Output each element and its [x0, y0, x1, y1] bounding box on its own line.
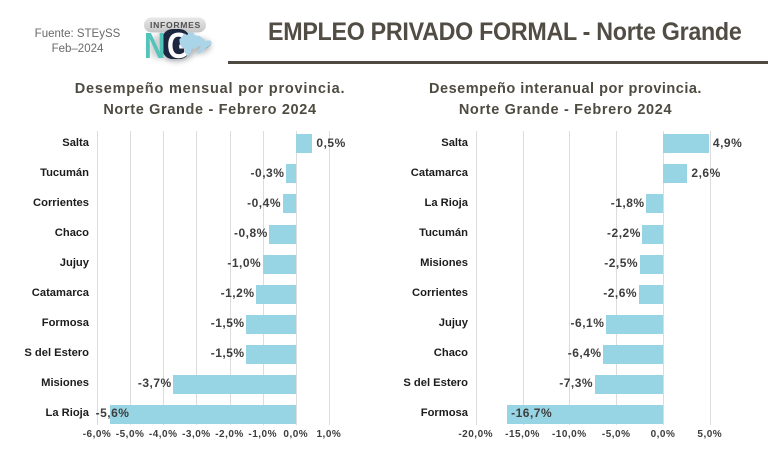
svg-text:INFORMES: INFORMES	[150, 20, 201, 30]
svg-text:N: N	[144, 25, 166, 66]
